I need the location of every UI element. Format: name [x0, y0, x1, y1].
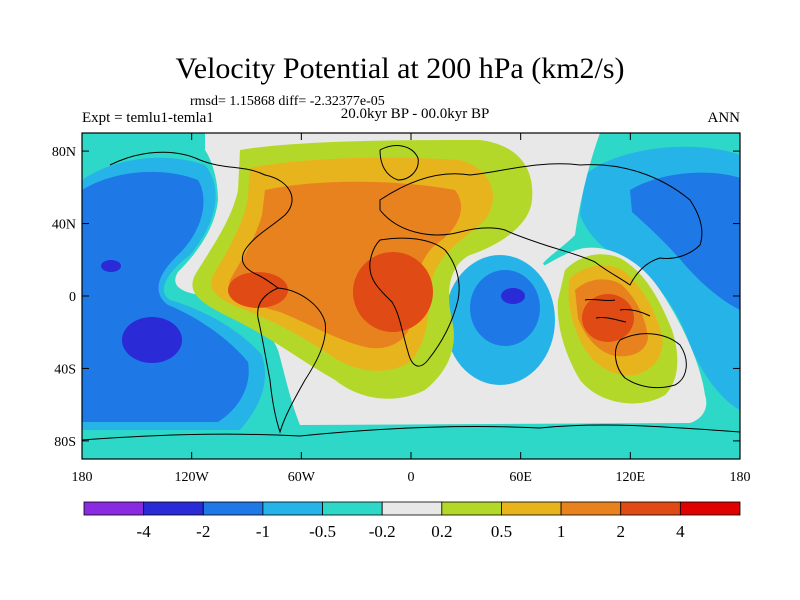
y-tick-label-1: 40N [52, 218, 76, 233]
colorbar: -4 -2 -1 -0.5 -0.2 0.2 0.5 1 2 4 [83, 501, 741, 541]
coast-antarctica [82, 424, 740, 441]
y-tick-label-0: 80N [52, 145, 76, 160]
colorbar-swatch-5 [381, 501, 443, 516]
x-tick-label-1: 120W [175, 470, 210, 485]
coast-south-america [257, 287, 327, 434]
colorbar-swatch-2 [202, 501, 264, 516]
colorbar-swatch-4 [322, 501, 383, 516]
x-tick-label-2: 60W [288, 470, 316, 485]
x-tick-label-4: 60E [509, 470, 532, 485]
colorbar-swatch-10 [679, 501, 741, 516]
coast-eurasia [379, 163, 703, 286]
season-label: ANN [707, 110, 741, 126]
colorbar-label-4: -0.2 [369, 522, 396, 541]
region-neg3-pacific-south [122, 317, 182, 363]
colorbar-swatch-7 [501, 501, 562, 516]
colorbar-swatch-6 [441, 501, 502, 516]
y-tick-label-4: 80S [54, 435, 76, 450]
colorbar-label-2: -1 [256, 522, 270, 541]
x-tick-label-6: 180 [730, 470, 751, 485]
coastlines [82, 145, 740, 441]
y-tick-label-2: 0 [69, 290, 76, 305]
region-pos4-atlantic-west [228, 272, 288, 308]
colorbar-swatch-3 [262, 501, 323, 516]
colorbar-label-9: 4 [676, 522, 685, 541]
colorbar-label-3: -0.5 [309, 522, 336, 541]
colorbar-swatch-1 [143, 501, 204, 516]
region-neg2-asia [630, 172, 740, 310]
colorbar-label-8: 2 [616, 522, 625, 541]
x-tick-label-5: 120E [616, 470, 646, 485]
x-tick-label-0: 180 [72, 470, 93, 485]
period-label: 20.0kyr BP - 00.0kyr BP [340, 106, 490, 122]
colorbar-label-0: -4 [137, 522, 152, 541]
region-neg3-indian-inner [501, 288, 525, 304]
coast-north-america [109, 151, 293, 289]
region-neg3-pacific-north [101, 260, 121, 272]
coast-africa [369, 237, 460, 367]
coast-australia [614, 333, 687, 389]
coast-indonesia [584, 298, 651, 323]
plot-title: Velocity Potential at 200 hPa (km2/s) [175, 52, 625, 85]
x-tick-label-3: 0 [408, 470, 415, 485]
axis-ticks: 180 120W 60W 0 60E 120E 180 80N 40N 0 40S 80S [52, 133, 751, 485]
colorbar-swatch-9 [620, 501, 681, 516]
contour-field [82, 133, 740, 459]
coast-greenland [379, 145, 419, 181]
experiment-label: Expt = temlu1-temla1 [82, 110, 214, 126]
colorbar-swatch-0 [83, 501, 145, 516]
colorbar-label-7: 1 [557, 522, 566, 541]
colorbar-label-6: 0.5 [491, 522, 512, 541]
stats-line: rmsd= 1.15868 diff= -2.32377e-05 [190, 94, 385, 109]
colorbar-swatch-8 [560, 501, 622, 516]
region-pos4-atlantic-east [353, 252, 433, 332]
region-neg2-indian-inner [470, 270, 540, 346]
y-tick-label-3: 40S [54, 362, 76, 377]
region-neg2-pacific [82, 171, 249, 422]
colorbar-label-1: -2 [196, 522, 210, 541]
colorbar-label-5: 0.2 [431, 522, 452, 541]
